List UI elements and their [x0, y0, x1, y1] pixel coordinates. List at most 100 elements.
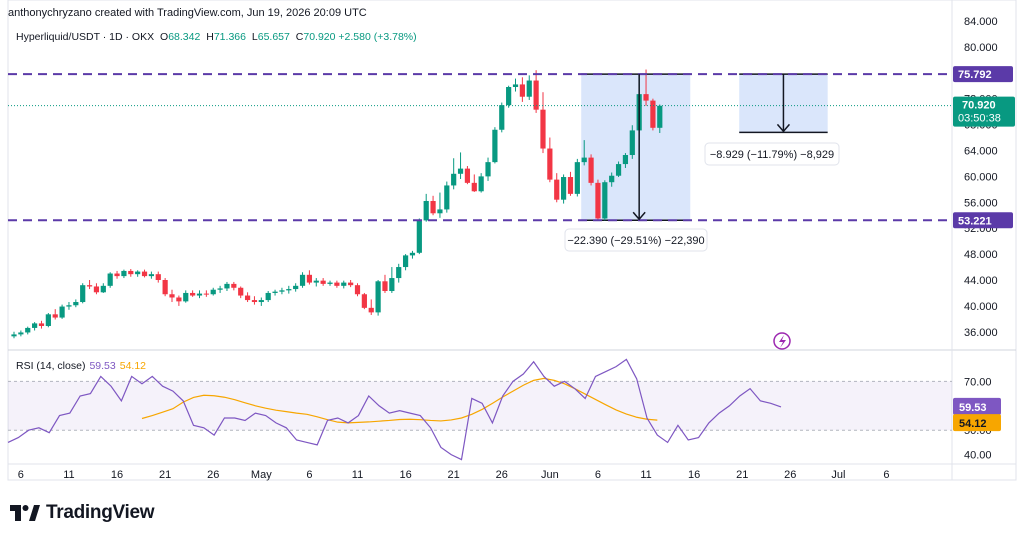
- price-tick-label: 36.000: [964, 327, 998, 339]
- candle-body: [519, 84, 525, 97]
- candle-body: [567, 177, 574, 194]
- candle-body: [293, 285, 299, 290]
- candle-body: [506, 87, 512, 106]
- candle-body: [258, 300, 264, 303]
- rsi-legend-value: 59.53: [89, 360, 116, 372]
- measure-arrow-head: [632, 211, 646, 221]
- last-price-label-bg: [953, 96, 1015, 127]
- time-tick-label: 21: [736, 469, 748, 481]
- time-tick-label: Jun: [541, 469, 559, 481]
- candle-body: [622, 155, 629, 165]
- rsi-tick-label: 40.00: [964, 450, 992, 462]
- candle-body: [231, 283, 237, 288]
- close-value: 70.920: [303, 31, 336, 43]
- candle-body: [190, 292, 196, 296]
- candle-body: [512, 84, 519, 88]
- event-lightning-icon: [773, 332, 791, 350]
- candle-body: [210, 289, 216, 295]
- rsi-line: [7, 358, 782, 461]
- level-label-bg: [953, 66, 1013, 83]
- candle-body: [169, 294, 175, 298]
- time-tick-label: 6: [18, 469, 24, 481]
- candle-body: [272, 291, 278, 293]
- countdown-label: 03:50:38: [958, 113, 1001, 125]
- high-label: H: [206, 31, 214, 43]
- price-tick-label: 56.000: [964, 197, 998, 209]
- price-tick-label: 84.000: [964, 16, 998, 28]
- candle-body: [121, 270, 127, 277]
- candle-body: [457, 168, 464, 174]
- candle-body: [471, 182, 477, 192]
- time-tick-label: 16: [111, 469, 123, 481]
- time-tick-label: 6: [306, 469, 312, 481]
- candle-body: [643, 94, 649, 101]
- price-tick-label: 44.000: [964, 275, 998, 287]
- candle-body: [650, 100, 656, 128]
- price-tick-label: 64.000: [964, 145, 998, 157]
- price-tick-label: 40.000: [964, 301, 998, 313]
- price-tick-label: 48.000: [964, 249, 998, 261]
- candle-body: [176, 297, 182, 302]
- time-tick-label: 6: [883, 469, 889, 481]
- candle-body: [162, 280, 168, 295]
- level-label: 53.221: [958, 215, 992, 227]
- price-tick-label: 80.000: [964, 42, 998, 54]
- time-tick-label: 11: [63, 469, 74, 481]
- candle-body: [444, 185, 450, 210]
- close-label: C: [295, 31, 304, 43]
- measure-arrow-head: [776, 123, 791, 133]
- candle-body: [581, 157, 587, 163]
- time-tick-label: 16: [688, 469, 700, 481]
- candle-body: [114, 273, 120, 277]
- candle-body: [629, 130, 635, 156]
- candle-body: [657, 105, 663, 128]
- candle-body: [286, 289, 292, 291]
- candle-body: [38, 323, 45, 326]
- candle-body: [396, 267, 402, 279]
- candle-body: [354, 285, 361, 295]
- candle-body: [478, 176, 484, 192]
- candle-body: [73, 302, 79, 306]
- tradingview-logo[interactable]: TradingView: [10, 500, 155, 526]
- time-tick-label: 16: [399, 469, 411, 481]
- candle-body: [100, 285, 106, 293]
- level-label-bg: [953, 212, 1013, 229]
- rsi-legend-label[interactable]: RSI (14, close): [16, 360, 86, 372]
- candle-body: [279, 290, 285, 292]
- candle-body: [540, 109, 546, 149]
- time-tick-label: 11: [640, 469, 651, 481]
- candle-body: [18, 332, 24, 335]
- rsi-value-label: 59.53: [959, 402, 987, 414]
- candle-body: [128, 270, 134, 275]
- candle-body: [602, 182, 608, 219]
- candle-body: [375, 281, 381, 313]
- candle-body: [66, 305, 72, 307]
- candle-body: [327, 282, 333, 284]
- candle-body: [11, 334, 17, 337]
- time-tick-label: 26: [784, 469, 796, 481]
- measure-label-bg: [704, 142, 840, 166]
- candle-body: [203, 293, 209, 295]
- symbol-info[interactable]: Hyperliquid/USDT · 1D · OKX: [16, 31, 155, 43]
- candle-body: [451, 173, 457, 186]
- measure-label-bg: [564, 228, 708, 252]
- candle-body: [430, 200, 436, 214]
- candle-body: [45, 314, 51, 326]
- open-label: O: [160, 31, 169, 43]
- candle-body: [52, 314, 58, 318]
- rsi-ma-line: [141, 377, 658, 424]
- candle-body: [588, 157, 594, 183]
- candle-body: [533, 80, 539, 110]
- candle-body: [485, 162, 491, 177]
- time-tick-label: 11: [352, 469, 363, 481]
- candle-body: [135, 271, 141, 275]
- brand-name: TradingView: [46, 502, 155, 523]
- low-value: 65.657: [257, 31, 290, 43]
- level-label: 75.792: [958, 69, 992, 81]
- attribution: anthonychryzano created with TradingView…: [8, 7, 367, 19]
- candle-body: [402, 255, 409, 268]
- candle-body: [238, 287, 244, 296]
- candle-body: [499, 105, 505, 130]
- open-value: 68.342: [168, 31, 201, 43]
